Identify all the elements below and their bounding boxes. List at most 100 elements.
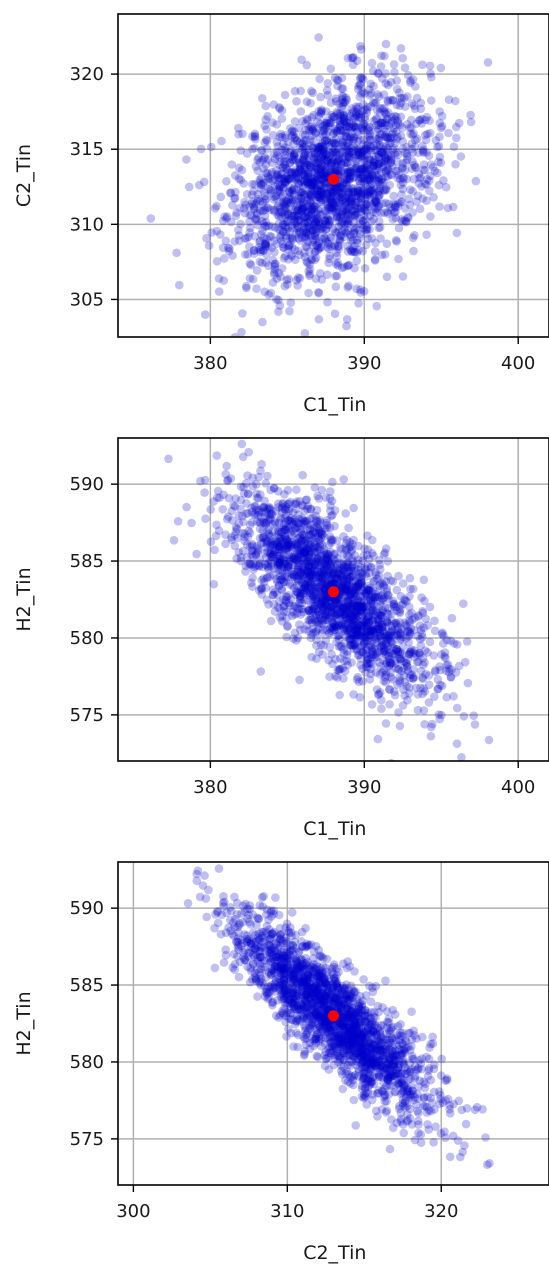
scatter-point: [406, 129, 415, 139]
scatter-point: [257, 216, 267, 226]
scatter-point: [349, 121, 359, 131]
scatter-point: [310, 615, 320, 625]
scatter-point: [273, 577, 282, 587]
scatter-point: [322, 610, 332, 619]
scatter-point: [380, 641, 389, 650]
scatter-point: [201, 894, 211, 903]
scatter-point: [341, 210, 350, 219]
scatter-point: [300, 164, 309, 174]
scatter-point: [305, 264, 315, 274]
scatter-point: [242, 283, 251, 293]
scatter-point: [285, 995, 295, 1004]
scatter-point: [346, 589, 355, 599]
scatter-point: [396, 629, 405, 639]
scatter-point: [256, 179, 266, 189]
scatter-point: [329, 114, 339, 124]
scatter-point: [316, 168, 326, 177]
scatter-point: [374, 120, 383, 130]
scatter-point: [338, 1021, 347, 1030]
scatter-point: [336, 231, 345, 241]
scatter-point: [441, 182, 451, 192]
scatter-point: [368, 207, 378, 217]
scatter-point: [317, 530, 327, 539]
scatter-point: [335, 630, 344, 640]
scatter-point: [293, 576, 303, 586]
scatter-point: [459, 712, 469, 721]
scatter-point: [294, 158, 304, 168]
scatter-point: [306, 206, 316, 215]
scatter-point: [356, 602, 366, 611]
scatter-point: [248, 582, 257, 591]
scatter-point: [382, 584, 392, 593]
scatter-point: [299, 566, 309, 576]
scatter-point: [349, 1053, 359, 1063]
scatter-point: [331, 183, 340, 192]
scatter-point: [388, 95, 398, 105]
scatter-point: [259, 892, 269, 901]
scatter-point: [310, 224, 320, 234]
scatter-point: [406, 1081, 416, 1091]
scatter-point: [311, 274, 321, 284]
scatter-point: [309, 538, 319, 547]
scatter-point: [324, 558, 334, 567]
scatter-point: [293, 179, 303, 188]
scatter-point: [351, 626, 361, 635]
scatter-point: [378, 594, 387, 604]
scatter-point: [345, 153, 354, 162]
scatter-point: [302, 990, 311, 999]
scatter-point: [311, 540, 321, 550]
scatter-point: [339, 585, 348, 595]
scatter-point: [307, 984, 317, 994]
scatter-point: [399, 1083, 408, 1093]
scatter-point: [371, 98, 381, 107]
scatter-point: [365, 85, 374, 94]
scatter-point: [408, 75, 418, 84]
scatter-point: [311, 129, 320, 138]
scatter-point: [391, 235, 401, 245]
scatter-point: [289, 975, 299, 985]
scatter-point: [299, 228, 309, 237]
scatter-point: [244, 447, 253, 457]
scatter-point: [302, 207, 312, 217]
scatter-point: [288, 964, 297, 973]
scatter-point: [323, 199, 333, 208]
scatter-point: [402, 149, 412, 159]
scatter-point: [331, 147, 341, 157]
scatter-point: [387, 638, 396, 647]
scatter-point: [348, 612, 358, 622]
scatter-point: [409, 665, 418, 674]
scatter-point: [304, 222, 314, 231]
scatter-point: [329, 1026, 339, 1035]
scatter-point: [357, 73, 367, 83]
scatter-point: [292, 485, 301, 495]
scatter-point: [425, 61, 435, 71]
scatter-point: [356, 190, 366, 200]
scatter-point: [289, 583, 299, 593]
scatter-point: [279, 945, 289, 955]
scatter-point: [299, 177, 309, 187]
scatter-point: [381, 69, 390, 78]
scatter-point: [372, 140, 381, 149]
scatter-point: [306, 191, 316, 200]
scatter-point: [328, 569, 338, 578]
scatter-point: [295, 496, 305, 506]
scatter-point: [346, 196, 355, 205]
scatter-point: [339, 131, 349, 141]
scatter-point: [285, 173, 295, 183]
scatter-point: [240, 945, 249, 955]
scatter-point: [359, 119, 369, 129]
scatter-point: [382, 609, 392, 618]
scatter-point: [303, 544, 312, 553]
scatter-point: [214, 274, 224, 283]
scatter-point: [335, 600, 344, 610]
scatter-point: [313, 192, 323, 202]
scatter-point: [291, 590, 301, 599]
scatter-point: [368, 625, 378, 634]
scatter-point: [365, 568, 374, 578]
scatter-point: [313, 554, 323, 563]
scatter-point: [269, 483, 279, 493]
scatter-point: [314, 192, 324, 202]
scatter-point: [352, 584, 361, 594]
scatter-point: [332, 128, 342, 137]
scatter-point: [290, 133, 299, 143]
